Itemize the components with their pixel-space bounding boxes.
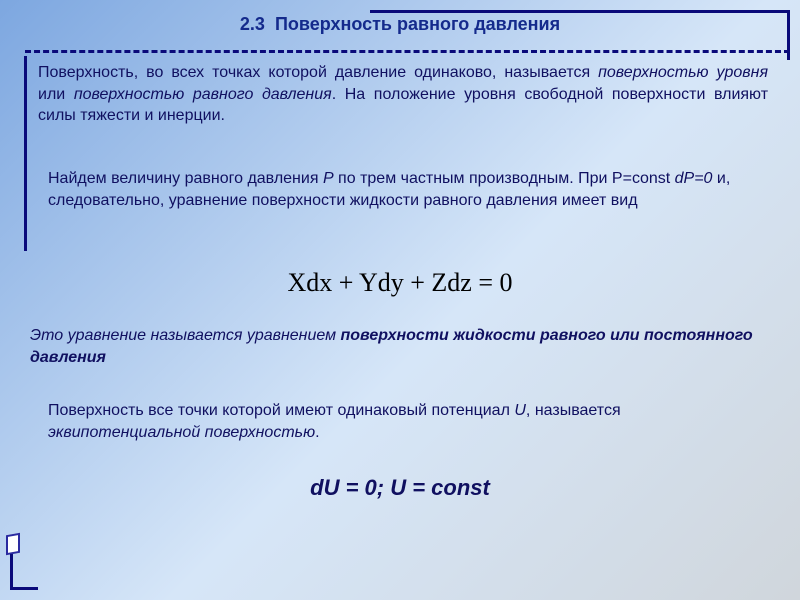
- paragraph-1: Поверхность, во всех точках которой давл…: [38, 62, 768, 127]
- p1-mid: или: [38, 86, 74, 103]
- p2-s1: Найдем величину равного давления: [48, 170, 323, 187]
- bookmark-icon: [6, 533, 20, 555]
- section-title: 2.3 Поверхность равного давления: [0, 14, 800, 35]
- p4-s3: .: [315, 424, 319, 441]
- paragraph-4: Поверхность все точки которой имеют один…: [48, 400, 768, 443]
- p4-s2: , называется: [526, 402, 621, 419]
- p1-term2: поверхностью равного давления: [74, 86, 332, 103]
- frame-bottom-horizontal: [10, 587, 38, 590]
- p2-p: P: [323, 170, 334, 187]
- p2-dp: dP=0: [675, 170, 713, 187]
- section-title-text: Поверхность равного давления: [275, 14, 560, 34]
- frame-top-dashed: [25, 50, 790, 53]
- slide: 2.3 Поверхность равного давления Поверхн…: [0, 0, 800, 600]
- p2-s2: по трем частным производным. При P=const: [334, 170, 675, 187]
- p1-term1: поверхностью уровня: [598, 64, 768, 81]
- paragraph-3: Это уравнение называется уравнением пове…: [30, 325, 770, 368]
- section-number: 2.3: [240, 14, 265, 34]
- p3-lead: Это уравнение называется уравнением: [30, 327, 341, 344]
- p4-u: U: [514, 402, 526, 419]
- frame-bottom-vertical: [10, 554, 13, 590]
- paragraph-2: Найдем величину равного давления P по тр…: [48, 168, 768, 211]
- equation-main: Xdx + Ydy + Zdz = 0: [0, 268, 800, 298]
- p4-s1: Поверхность все точки которой имеют один…: [48, 402, 514, 419]
- equation-secondary: dU = 0; U = const: [0, 475, 800, 501]
- frame-top-solid: [370, 10, 790, 13]
- p1-lead: Поверхность, во всех точках которой давл…: [38, 64, 598, 81]
- left-accent-bar: [24, 56, 27, 251]
- p4-term: эквипотенциальной поверхностью: [48, 424, 315, 441]
